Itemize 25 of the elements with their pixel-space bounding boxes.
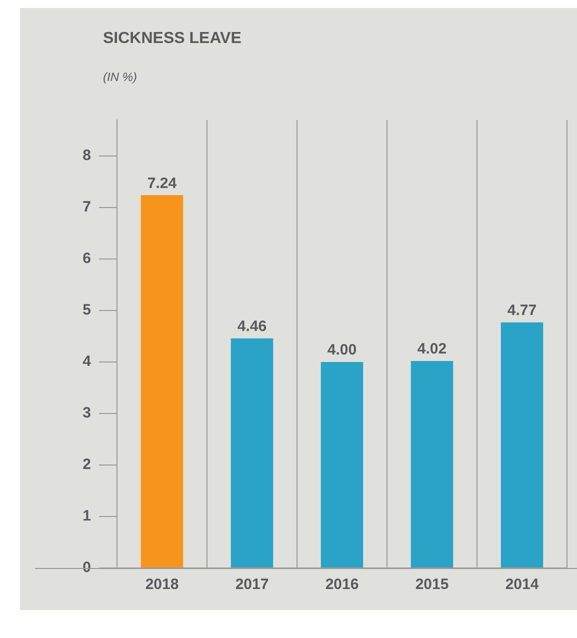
x-tick-label: 2017 [235, 576, 269, 594]
y-tick-label: 7 [82, 198, 91, 216]
bar [500, 322, 544, 568]
x-tick-label: 2015 [415, 576, 449, 594]
data-label: 4.77 [507, 302, 537, 320]
y-tick-label: 4 [82, 353, 92, 370]
bar [320, 362, 364, 568]
x-tick-label: 2014 [505, 576, 540, 594]
bar [410, 360, 454, 568]
data-label: 4.46 [237, 318, 267, 335]
data-label: 4.00 [327, 342, 357, 359]
x-tick-label: 2016 [325, 576, 359, 594]
y-tick-label: 1 [82, 508, 91, 525]
y-tick-label: 5 [82, 302, 91, 319]
bar [230, 338, 274, 568]
y-tick-label: 2 [82, 456, 91, 474]
chart-subtitle: (IN %) [103, 70, 137, 84]
data-label: 4.02 [417, 340, 447, 358]
y-tick-label: 3 [82, 404, 91, 422]
bar [140, 195, 184, 568]
chart-title: SICKNESS LEAVE [103, 30, 242, 48]
y-tick-label: 6 [82, 250, 91, 268]
y-tick-label: 8 [82, 147, 91, 164]
data-label: 7.24 [147, 174, 178, 192]
x-tick-label: 2018 [145, 576, 179, 594]
